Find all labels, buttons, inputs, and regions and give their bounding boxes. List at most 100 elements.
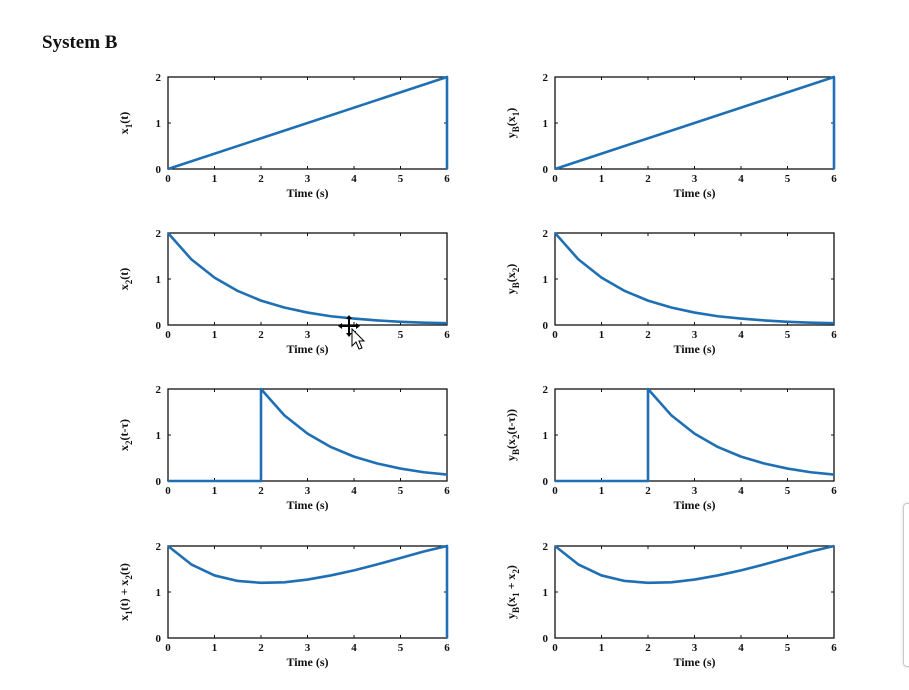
y-axis-label: x1(t) + x2(t) [117, 563, 134, 621]
series-line [554, 544, 835, 585]
x-axis-label: Time (s) [673, 498, 715, 512]
y-axis-label: x2(t-τ) [117, 419, 134, 451]
y-tick-label: 0 [543, 164, 549, 176]
axes-box [167, 232, 448, 326]
x-tick-label: 3 [692, 329, 698, 341]
series-line [167, 232, 448, 325]
x-tick-label: 2 [645, 485, 651, 497]
y-tick-label: 2 [543, 384, 549, 396]
y-tick-label: 2 [543, 541, 549, 553]
x-tick-label: 6 [831, 642, 837, 654]
subplot-yB_x1: 0 1 2 3 4 5 6 0 1 2 Time (s) yB(x1) [504, 72, 837, 200]
x-tick-label: 3 [692, 173, 698, 185]
y-tick-label: 1 [543, 274, 549, 286]
series-line [167, 544, 449, 638]
x-tick-label: 0 [552, 485, 558, 497]
y-tick-label: 2 [156, 384, 162, 396]
axes-box [554, 232, 835, 326]
x-tick-label: 6 [444, 329, 450, 341]
y-tick-label: 1 [156, 587, 162, 599]
x-tick-label: 0 [165, 485, 171, 497]
y-tick-label: 1 [543, 118, 549, 130]
series-line [168, 387, 448, 483]
y-axis-label: yB(x2(t-τ)) [504, 409, 521, 461]
series-line [554, 232, 835, 325]
x-tick-label: 0 [552, 329, 558, 341]
y-tick-label: 1 [543, 430, 549, 442]
x-tick-label: 3 [305, 173, 311, 185]
x-tick-label: 2 [645, 173, 651, 185]
subplot-x2_shift: 0 1 2 3 4 5 6 0 1 2 Time (s) x2(t-τ) [117, 384, 450, 512]
y-tick-label: 1 [156, 118, 162, 130]
x-tick-label: 5 [398, 642, 404, 654]
x-tick-label: 4 [738, 329, 744, 341]
series-line [167, 75, 449, 171]
x-tick-label: 3 [692, 485, 698, 497]
subplot-yB_sum: 0 1 2 3 4 5 6 0 1 2 Time (s) yB(x1 + x2) [504, 541, 837, 669]
x-axis-label: Time (s) [673, 655, 715, 669]
x-tick-label: 0 [165, 329, 171, 341]
x-axis-label: Time (s) [673, 342, 715, 356]
x-tick-label: 1 [212, 485, 218, 497]
x-tick-label: 5 [785, 329, 791, 341]
x-tick-label: 6 [831, 485, 837, 497]
x-tick-label: 5 [398, 173, 404, 185]
x-tick-label: 6 [444, 173, 450, 185]
x-tick-label: 6 [444, 642, 450, 654]
x-tick-label: 2 [645, 329, 651, 341]
x-tick-label: 4 [351, 173, 357, 185]
side-panel-edge[interactable] [903, 503, 909, 667]
x-tick-label: 1 [212, 173, 218, 185]
y-axis-label: yB(x1 + x2) [504, 565, 521, 619]
x-tick-label: 6 [444, 485, 450, 497]
x-tick-label: 5 [785, 173, 791, 185]
y-axis-label: yB(x1) [504, 108, 521, 139]
subplot-yB_x2_shift: 0 1 2 3 4 5 6 0 1 2 Time (s) yB(x2(t-τ)) [504, 384, 837, 512]
x-tick-label: 1 [599, 173, 605, 185]
x-tick-label: 4 [351, 485, 357, 497]
x-tick-label: 4 [351, 642, 357, 654]
y-tick-label: 0 [156, 476, 162, 488]
x-axis-label: Time (s) [286, 498, 328, 512]
series-line [554, 75, 836, 171]
y-tick-label: 0 [543, 476, 549, 488]
x-tick-label: 2 [258, 173, 264, 185]
x-tick-label: 0 [552, 642, 558, 654]
y-tick-label: 1 [156, 430, 162, 442]
x-tick-label: 3 [692, 642, 698, 654]
x-tick-label: 1 [599, 642, 605, 654]
x-tick-label: 1 [599, 329, 605, 341]
y-tick-label: 0 [543, 633, 549, 645]
y-tick-label: 2 [156, 72, 162, 84]
y-tick-label: 2 [156, 541, 162, 553]
x-tick-label: 1 [212, 642, 218, 654]
x-tick-label: 0 [165, 642, 171, 654]
subplot-yB_x2: 0 1 2 3 4 5 6 0 1 2 Time (s) yB(x2) [504, 228, 837, 356]
x-axis-label: Time (s) [286, 186, 328, 200]
x-tick-label: 1 [212, 329, 218, 341]
x-tick-label: 3 [305, 329, 311, 341]
x-tick-label: 4 [738, 173, 744, 185]
x-tick-label: 6 [831, 173, 837, 185]
page-title: System B [42, 32, 118, 53]
x-tick-label: 4 [738, 642, 744, 654]
x-axis-label: Time (s) [286, 342, 328, 356]
x-tick-label: 3 [305, 485, 311, 497]
subplot-x1: 0 1 2 3 4 5 6 0 1 2 Time (s) x1(t) [117, 72, 450, 200]
x-axis-label: Time (s) [286, 655, 328, 669]
y-tick-label: 2 [543, 228, 549, 240]
y-tick-label: 1 [543, 587, 549, 599]
x-tick-label: 0 [165, 173, 171, 185]
y-tick-label: 2 [543, 72, 549, 84]
x-tick-label: 5 [785, 642, 791, 654]
x-tick-label: 2 [258, 329, 264, 341]
x-tick-label: 1 [599, 485, 605, 497]
x-axis-label: Time (s) [673, 186, 715, 200]
x-tick-label: 6 [831, 329, 837, 341]
y-tick-label: 0 [156, 320, 162, 332]
y-axis-label: x2(t) [117, 268, 134, 291]
x-tick-label: 0 [552, 173, 558, 185]
y-tick-label: 0 [156, 633, 162, 645]
